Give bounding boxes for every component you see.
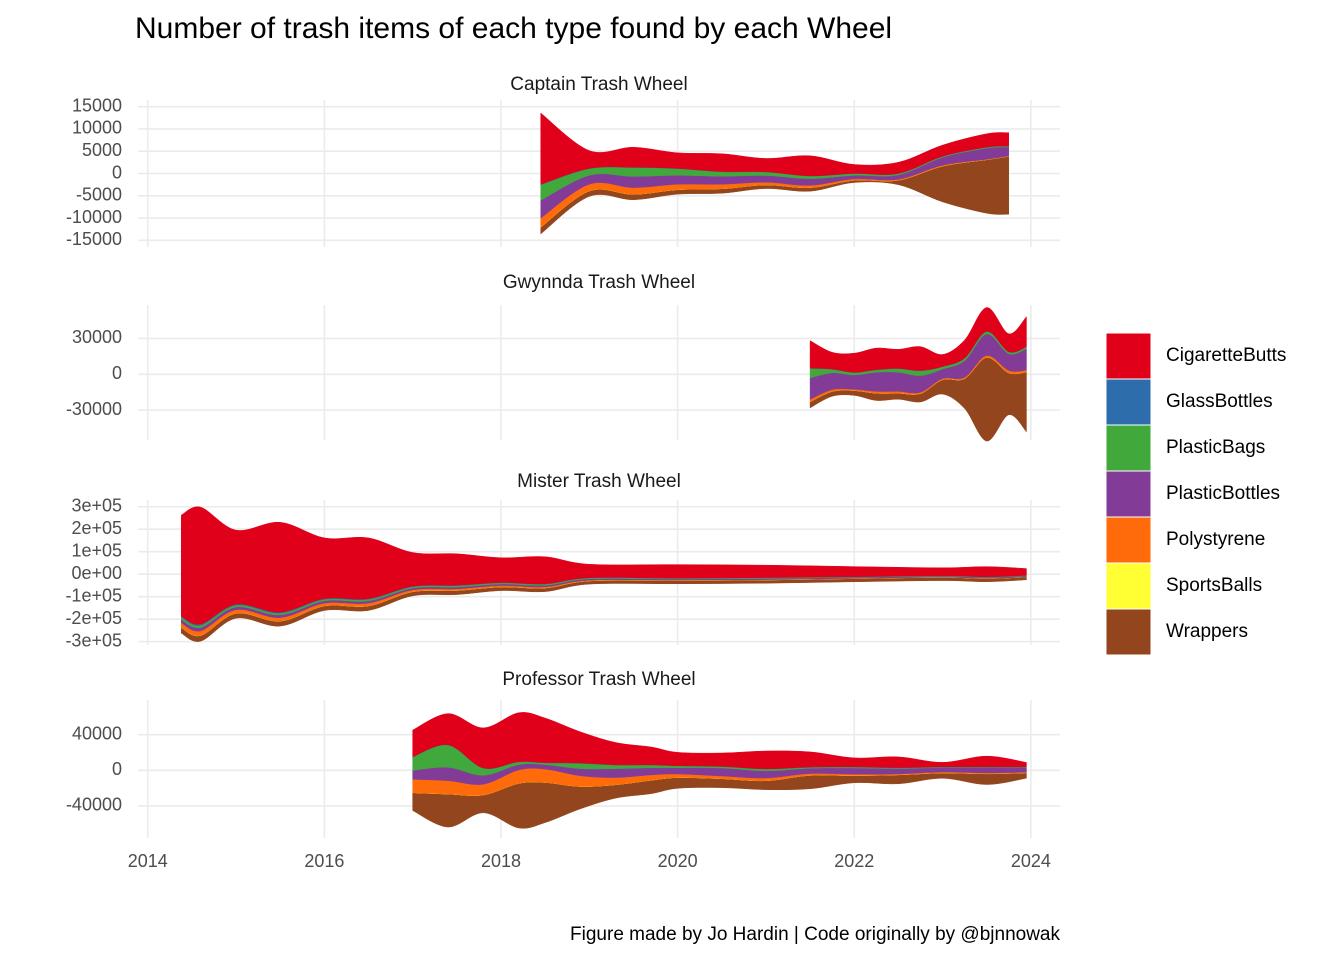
y-tick-label: -1e+05 (65, 585, 122, 605)
legend-label: SportsBalls (1166, 575, 1262, 596)
x-tick-label: 2016 (304, 851, 344, 871)
y-tick-label: 10000 (72, 118, 122, 138)
y-tick-label: -5000 (76, 185, 122, 205)
legend-key (1105, 470, 1152, 518)
x-tick-label: 2022 (834, 851, 874, 871)
stream-area (540, 112, 1010, 185)
stream-area (412, 712, 1027, 770)
y-tick-label: -30000 (66, 399, 122, 419)
legend-label: Polystyrene (1166, 529, 1265, 550)
y-tick-label: 1e+05 (71, 540, 122, 560)
legend-key (1105, 378, 1152, 426)
y-tick-label: 15000 (72, 95, 122, 115)
caption: Figure made by Jo Hardin | Code original… (570, 924, 1060, 945)
legend-label: Wrappers (1166, 621, 1248, 642)
y-tick-label: -3e+05 (65, 630, 122, 650)
y-tick-label: 2e+05 (71, 518, 122, 538)
legend-key (1105, 516, 1152, 564)
panel-title: Gwynnda Trash Wheel (503, 272, 695, 293)
panel-title: Mister Trash Wheel (517, 471, 681, 492)
y-tick-label: 30000 (72, 327, 122, 347)
stream-area (181, 506, 1027, 625)
y-tick-label: 0e+00 (71, 563, 122, 583)
y-tick-label: 0 (112, 363, 122, 383)
y-tick-label: -10000 (66, 207, 122, 227)
y-tick-label: -15000 (66, 229, 122, 249)
legend-key (1105, 424, 1152, 472)
y-tick-label: 0 (112, 759, 122, 779)
legend-label: PlasticBottles (1166, 483, 1280, 504)
legend-key (1105, 562, 1152, 610)
legend-label: PlasticBags (1166, 437, 1265, 458)
y-tick-label: 0 (112, 162, 122, 182)
chart-title: Number of trash items of each type found… (135, 12, 892, 45)
legend-label: GlassBottles (1166, 391, 1273, 412)
legend-key (1105, 332, 1152, 380)
x-tick-label: 2014 (128, 851, 168, 871)
x-tick-label: 2024 (1011, 851, 1051, 871)
x-tick-label: 2020 (658, 851, 698, 871)
stream-area (809, 307, 1027, 373)
y-tick-label: 40000 (72, 723, 122, 743)
x-tick-label: 2018 (481, 851, 521, 871)
panel-title: Captain Trash Wheel (510, 74, 687, 95)
y-tick-label: 5000 (82, 140, 122, 160)
y-tick-label: -40000 (66, 795, 122, 815)
legend-label: CigaretteButts (1166, 345, 1286, 366)
y-tick-label: -2e+05 (65, 608, 122, 628)
legend-key (1105, 608, 1152, 656)
y-tick-label: 3e+05 (71, 495, 122, 515)
panel-title: Professor Trash Wheel (502, 669, 695, 690)
